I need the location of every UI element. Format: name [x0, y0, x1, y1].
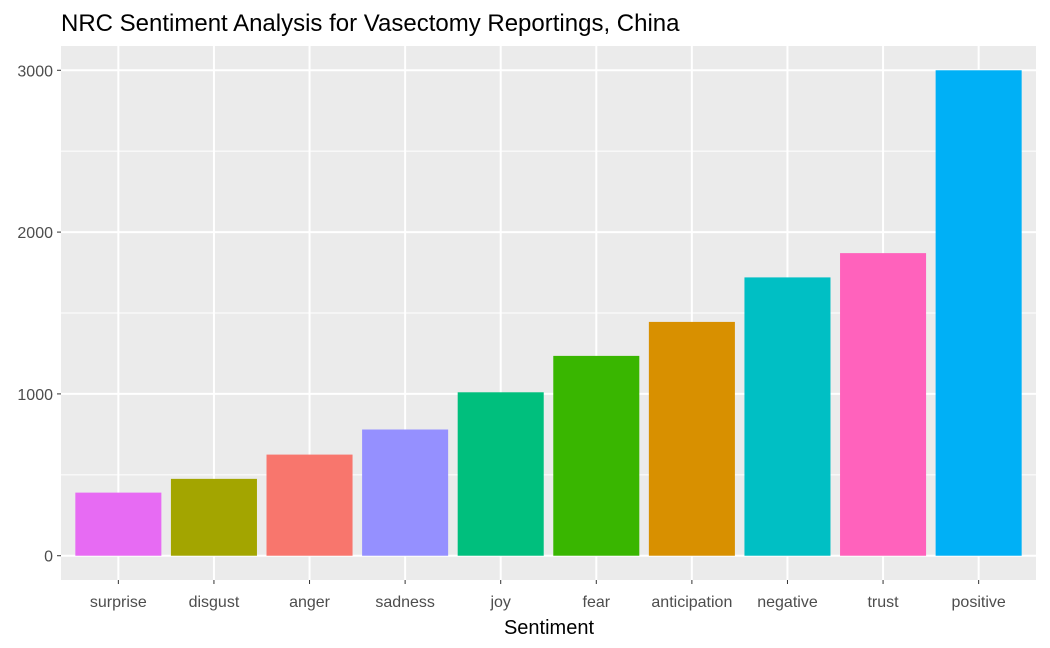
x-tick-label: trust: [867, 594, 899, 611]
bar-trust: [840, 253, 927, 556]
chart-title: NRC Sentiment Analysis for Vasectomy Rep…: [61, 10, 680, 37]
y-axis: 0 1000 2000 3000: [17, 63, 61, 566]
x-tick-label: anger: [289, 594, 331, 611]
bar-anticipation: [648, 321, 735, 556]
x-tick-label: fear: [583, 594, 611, 611]
y-tick-label: 0: [44, 549, 53, 566]
bar-sadness: [362, 429, 449, 556]
bar-disgust: [170, 478, 257, 556]
bar-joy: [457, 392, 544, 556]
y-tick-label: 2000: [17, 225, 53, 242]
x-tick-label: joy: [489, 594, 510, 611]
x-tick-label: disgust: [189, 594, 240, 611]
bar-fear: [553, 355, 640, 556]
x-tick-label: surprise: [90, 594, 147, 611]
bar-negative: [744, 277, 831, 556]
x-tick-label: anticipation: [651, 594, 732, 611]
bar-positive: [935, 70, 1022, 556]
x-tick-label: sadness: [375, 594, 435, 611]
y-tick-label: 1000: [17, 387, 53, 404]
y-tick-label: 3000: [17, 63, 53, 80]
x-tick-label: positive: [952, 594, 1006, 611]
x-axis: surprise disgust anger sadness joy fear antici…: [90, 580, 1006, 611]
bar-anger: [266, 454, 353, 556]
bar-surprise: [75, 492, 162, 556]
bars: [75, 70, 1022, 556]
x-axis-title: Sentiment: [504, 617, 594, 639]
x-tick-label: negative: [757, 594, 818, 611]
